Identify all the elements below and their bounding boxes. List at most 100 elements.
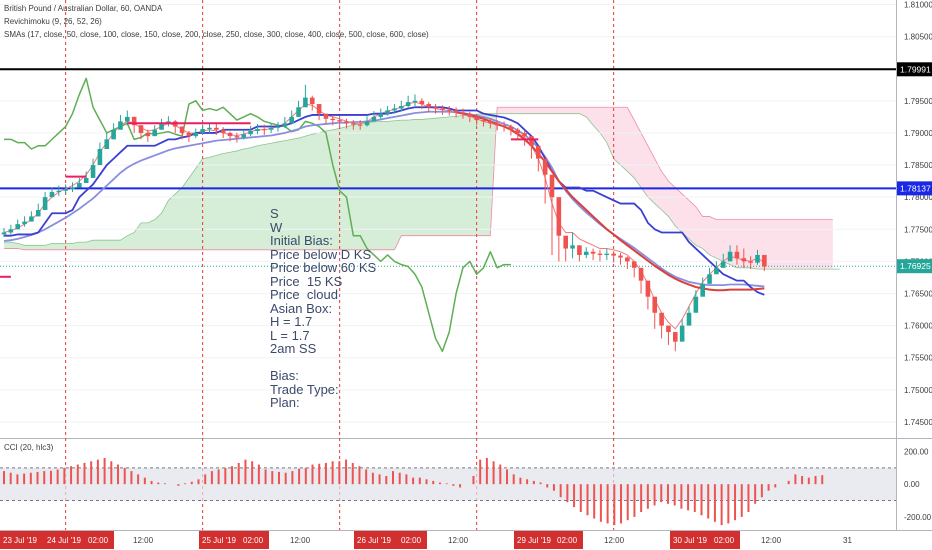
candle-body bbox=[412, 100, 418, 103]
last-price-label: 1.76925 bbox=[900, 261, 931, 271]
note-line: Price below 60 KS bbox=[270, 260, 377, 275]
candle-body bbox=[631, 261, 637, 268]
senkou-a-line bbox=[4, 113, 840, 270]
candle-body bbox=[405, 102, 411, 106]
candle-body bbox=[303, 97, 308, 108]
time-label-highlight bbox=[670, 531, 722, 549]
candle-body bbox=[741, 258, 747, 262]
candle-body bbox=[399, 105, 404, 109]
candle-body bbox=[392, 108, 397, 111]
candles bbox=[1, 84, 767, 352]
candle-body bbox=[666, 325, 671, 333]
candle-body bbox=[590, 251, 596, 254]
candle-body bbox=[248, 131, 253, 135]
candle-body bbox=[220, 129, 226, 133]
candle-body bbox=[453, 110, 459, 113]
candle-body bbox=[734, 251, 740, 259]
candle-body bbox=[597, 253, 603, 255]
cci-legend: CCI (20, hlc3) bbox=[4, 443, 54, 452]
note-line: Bias: bbox=[270, 368, 299, 383]
candle-body bbox=[35, 210, 41, 217]
candle-body bbox=[357, 124, 363, 126]
candle-body bbox=[556, 197, 562, 236]
time-label-highlight bbox=[0, 531, 52, 549]
candle-body bbox=[625, 257, 630, 262]
cci-pane bbox=[0, 458, 896, 526]
candle-body bbox=[488, 121, 493, 124]
candle-body bbox=[727, 251, 733, 262]
candle-body bbox=[282, 123, 288, 127]
time-tick-label: 02:00 bbox=[557, 536, 578, 545]
candle-body bbox=[577, 245, 582, 255]
time-tick-label: 26 Jul '19 bbox=[357, 536, 392, 545]
candle-body bbox=[15, 224, 20, 230]
candle-body bbox=[583, 251, 589, 255]
candle-body bbox=[159, 123, 164, 130]
time-tick-label: 02:00 bbox=[401, 536, 422, 545]
candle-body bbox=[529, 136, 534, 146]
cci-tick-label: 0.00 bbox=[904, 480, 920, 489]
candle-body bbox=[125, 116, 130, 122]
candle-body bbox=[714, 267, 719, 275]
candle-body bbox=[755, 254, 760, 263]
note-line: Price cloud bbox=[270, 287, 338, 302]
candle-body bbox=[8, 229, 14, 233]
candle-body bbox=[611, 253, 616, 256]
time-tick-label: 12:00 bbox=[604, 536, 625, 545]
time-axis: 23 Jul '19 24 Jul '19 02:00 12:00 25 Jul '19… bbox=[0, 531, 852, 549]
price-tick-label: 1.78500 bbox=[904, 161, 932, 170]
candle-body bbox=[467, 113, 473, 117]
time-tick-label: 12:00 bbox=[133, 536, 154, 545]
price-tick-label: 1.74500 bbox=[904, 418, 932, 427]
price-tick-label: 1.75000 bbox=[904, 386, 932, 395]
time-label-highlight bbox=[554, 531, 583, 549]
note-line: W bbox=[270, 219, 283, 235]
candle-body bbox=[385, 110, 390, 114]
note-line: Trade Type: bbox=[270, 381, 339, 397]
candle-body bbox=[700, 283, 705, 297]
candle-body bbox=[275, 126, 281, 128]
candle-body bbox=[440, 108, 445, 110]
candle-body bbox=[152, 129, 157, 137]
candle-body bbox=[522, 132, 527, 137]
candle-body bbox=[371, 116, 377, 122]
candle-body bbox=[638, 267, 644, 281]
time-label-highlight bbox=[85, 531, 114, 549]
time-tick-label: 02:00 bbox=[714, 536, 735, 545]
session-lines bbox=[65, 0, 615, 530]
candle-body bbox=[645, 280, 651, 297]
candle-body bbox=[90, 165, 96, 178]
level-price-label: 1.79991 bbox=[900, 64, 931, 74]
candle-body bbox=[179, 126, 185, 133]
senkou-b-line bbox=[4, 106, 833, 251]
time-label-highlight bbox=[44, 531, 96, 549]
candle-body bbox=[351, 123, 356, 125]
candle-body bbox=[330, 118, 336, 121]
sma-legend: SMAs (17, close, 50, close, 100, close, … bbox=[4, 30, 429, 39]
time-label-highlight bbox=[398, 531, 427, 549]
candle-body bbox=[426, 104, 431, 108]
candle-body bbox=[446, 109, 452, 111]
candle-body bbox=[542, 158, 548, 175]
time-label-highlight bbox=[514, 531, 566, 549]
note-line bbox=[270, 356, 376, 370]
candle-body bbox=[268, 127, 274, 130]
price-tick-label: 1.80500 bbox=[904, 33, 932, 42]
level-price-tag bbox=[897, 181, 932, 196]
note-line: L = 1.7 bbox=[270, 327, 310, 343]
price-tick-label: 1.79000 bbox=[904, 129, 932, 138]
candle-body bbox=[570, 245, 575, 249]
time-tick-label: 24 Jul '19 bbox=[47, 536, 82, 545]
candle-body bbox=[536, 145, 541, 159]
candle-body bbox=[474, 116, 479, 121]
time-tick-label: 02:00 bbox=[88, 536, 109, 545]
candle-body bbox=[316, 104, 322, 114]
candle-body bbox=[255, 129, 260, 132]
price-tick-label: 1.77500 bbox=[904, 225, 932, 234]
candle-body bbox=[378, 113, 384, 117]
candle-body bbox=[309, 97, 315, 105]
candle-body bbox=[186, 132, 192, 137]
candle-body bbox=[707, 274, 712, 284]
candle-body bbox=[673, 332, 678, 342]
